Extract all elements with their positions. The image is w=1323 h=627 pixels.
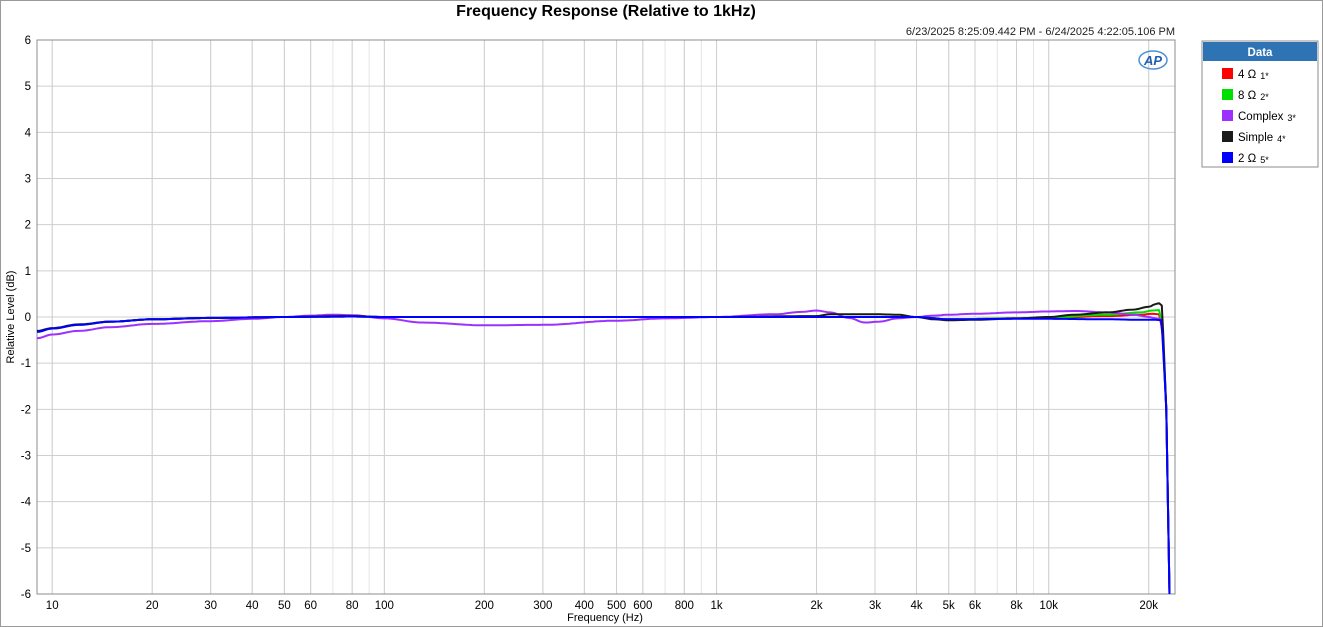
x-tick-label: 500: [607, 600, 626, 612]
y-tick-label: 4: [25, 127, 32, 139]
y-tick-label: -6: [21, 589, 31, 601]
x-tick-label: 200: [475, 600, 494, 612]
x-tick-label: 100: [375, 600, 394, 612]
series-layer: [36, 302, 1171, 595]
y-tick-label: 0: [25, 312, 31, 324]
legend-index: 5*: [1260, 155, 1269, 165]
y-axis-label: Relative Level (dB): [5, 271, 17, 364]
legend-title: Data: [1248, 47, 1274, 59]
x-tick-label: 10k: [1039, 600, 1058, 612]
plot-area: [36, 39, 1176, 595]
x-tick-label: 40: [246, 600, 259, 612]
legend-label: 2 Ω: [1238, 153, 1257, 165]
y-tick-label: -4: [21, 497, 32, 509]
legend-swatch: [1222, 89, 1233, 100]
legend: Data 4 Ω 1*8 Ω 2* Complex 3* Simple 4* 2 Ω 5*: [1201, 40, 1319, 168]
legend-swatch: [1222, 152, 1233, 163]
x-tick-label: 80: [346, 600, 359, 612]
legend-label: Complex: [1238, 111, 1284, 123]
legend-swatch: [1222, 110, 1233, 121]
x-tick-label: 300: [533, 600, 552, 612]
legend-swatch: [1222, 68, 1233, 79]
legend-swatch: [1222, 131, 1233, 142]
x-tick-label: 6k: [969, 600, 981, 612]
x-tick-label: 600: [633, 600, 652, 612]
x-tick-label: 5k: [943, 600, 955, 612]
series-line: [36, 309, 1171, 595]
x-tick-label: 1k: [710, 600, 722, 612]
chart-subtitle: 6/23/2025 8:25:09.442 PM - 6/24/2025 4:2…: [906, 26, 1175, 38]
x-tick-label: 10: [46, 600, 59, 612]
series-line: [36, 312, 1171, 595]
legend-label: Simple: [1238, 132, 1273, 144]
x-tick-label: 8k: [1010, 600, 1022, 612]
legend-label: 4 Ω: [1238, 69, 1257, 81]
x-tick-label: 800: [675, 600, 694, 612]
x-tick-label: 400: [575, 600, 594, 612]
x-tick-label: 50: [278, 600, 291, 612]
x-tick-label: 20k: [1139, 600, 1158, 612]
legend-index: 2*: [1260, 92, 1269, 102]
y-tick-label: 2: [25, 220, 31, 232]
x-tick-label: 60: [304, 600, 317, 612]
series-line: [36, 315, 1171, 595]
series-line: [36, 302, 1171, 595]
svg-text:AP: AP: [1143, 53, 1162, 68]
legend-label: 8 Ω: [1238, 90, 1257, 102]
legend-index: 1*: [1260, 71, 1269, 81]
y-tick-label: 3: [25, 174, 31, 186]
ap-logo-icon: AP: [1138, 50, 1168, 70]
legend-header: [1203, 42, 1317, 61]
legend-index: 3*: [1287, 113, 1296, 123]
y-tick-label: 5: [25, 81, 31, 93]
x-axis-label: Frequency (Hz): [567, 612, 643, 624]
legend-index: 4*: [1277, 134, 1286, 144]
y-tick-label: -2: [21, 404, 31, 416]
x-tick-label: 30: [204, 600, 217, 612]
series-line: [36, 309, 1171, 595]
x-axis-ticks: 10 20 30 40 50 60 80 100 200 300 400 500 600 800 1k 2k 3…: [46, 600, 1158, 612]
y-tick-label: 6: [25, 35, 31, 47]
chart-title: Frequency Response (Relative to 1kHz): [456, 3, 756, 20]
y-tick-label: -3: [21, 451, 31, 463]
x-tick-label: 2k: [810, 600, 822, 612]
x-tick-label: 20: [146, 600, 159, 612]
y-tick-label: -1: [21, 358, 31, 370]
x-tick-label: 3k: [869, 600, 881, 612]
y-tick-label: 1: [25, 266, 31, 278]
x-tick-label: 4k: [910, 600, 922, 612]
y-axis-ticks: 6 5 4 3 2 1 0 -1 -2 -3 -4 -5 -6: [21, 35, 32, 601]
y-tick-label: -5: [21, 543, 31, 555]
